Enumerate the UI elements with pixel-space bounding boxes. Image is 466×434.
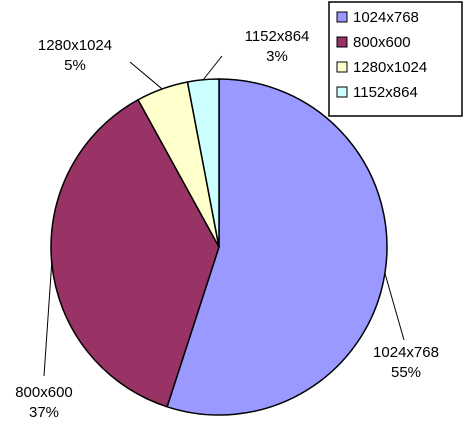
data-label-percent-1280x1024: 5% [64, 57, 86, 74]
data-label-percent-800x600: 37% [29, 404, 59, 421]
legend-label-1152x864: 1152x864 [353, 84, 418, 101]
leader-lines [43, 55, 405, 377]
legend-swatch-1024x768 [336, 11, 348, 23]
data-label-category-800x600: 800x600 [15, 384, 73, 401]
leader-line-1152x864 [202, 55, 223, 81]
data-label-category-1280x1024: 1280x1024 [38, 37, 112, 54]
leader-line-1024x768 [384, 273, 405, 341]
legend-label-800x600: 800x600 [353, 34, 411, 51]
pie-slices [50, 78, 388, 416]
pie-slice-1024x768 [166, 78, 388, 416]
legend-label-1024x768: 1024x768 [353, 9, 419, 26]
pie-slice-800x600 [50, 99, 220, 408]
data-label-category-1152x864: 1152x864 [245, 28, 310, 45]
leader-line-1280x1024 [129, 61, 163, 90]
legend-swatch-800x600 [336, 36, 348, 48]
legend-box [328, 1, 463, 117]
data-label-percent-1152x864: 3% [266, 48, 288, 65]
legend: 1024x768 800x600 1280x1024 1152x864 [328, 1, 463, 117]
slice-labels: 1024x768 55% 800x600 37% 1280x1024 5% 1152x864… [15, 28, 439, 421]
leader-line-800x600 [43, 262, 53, 377]
data-label-category-1024x768: 1024x768 [373, 344, 439, 361]
legend-swatch-1152x864 [336, 86, 348, 98]
legend-label-1280x1024: 1280x1024 [353, 59, 427, 76]
legend-swatch-1280x1024 [336, 61, 348, 73]
data-label-percent-1024x768: 55% [391, 364, 421, 381]
